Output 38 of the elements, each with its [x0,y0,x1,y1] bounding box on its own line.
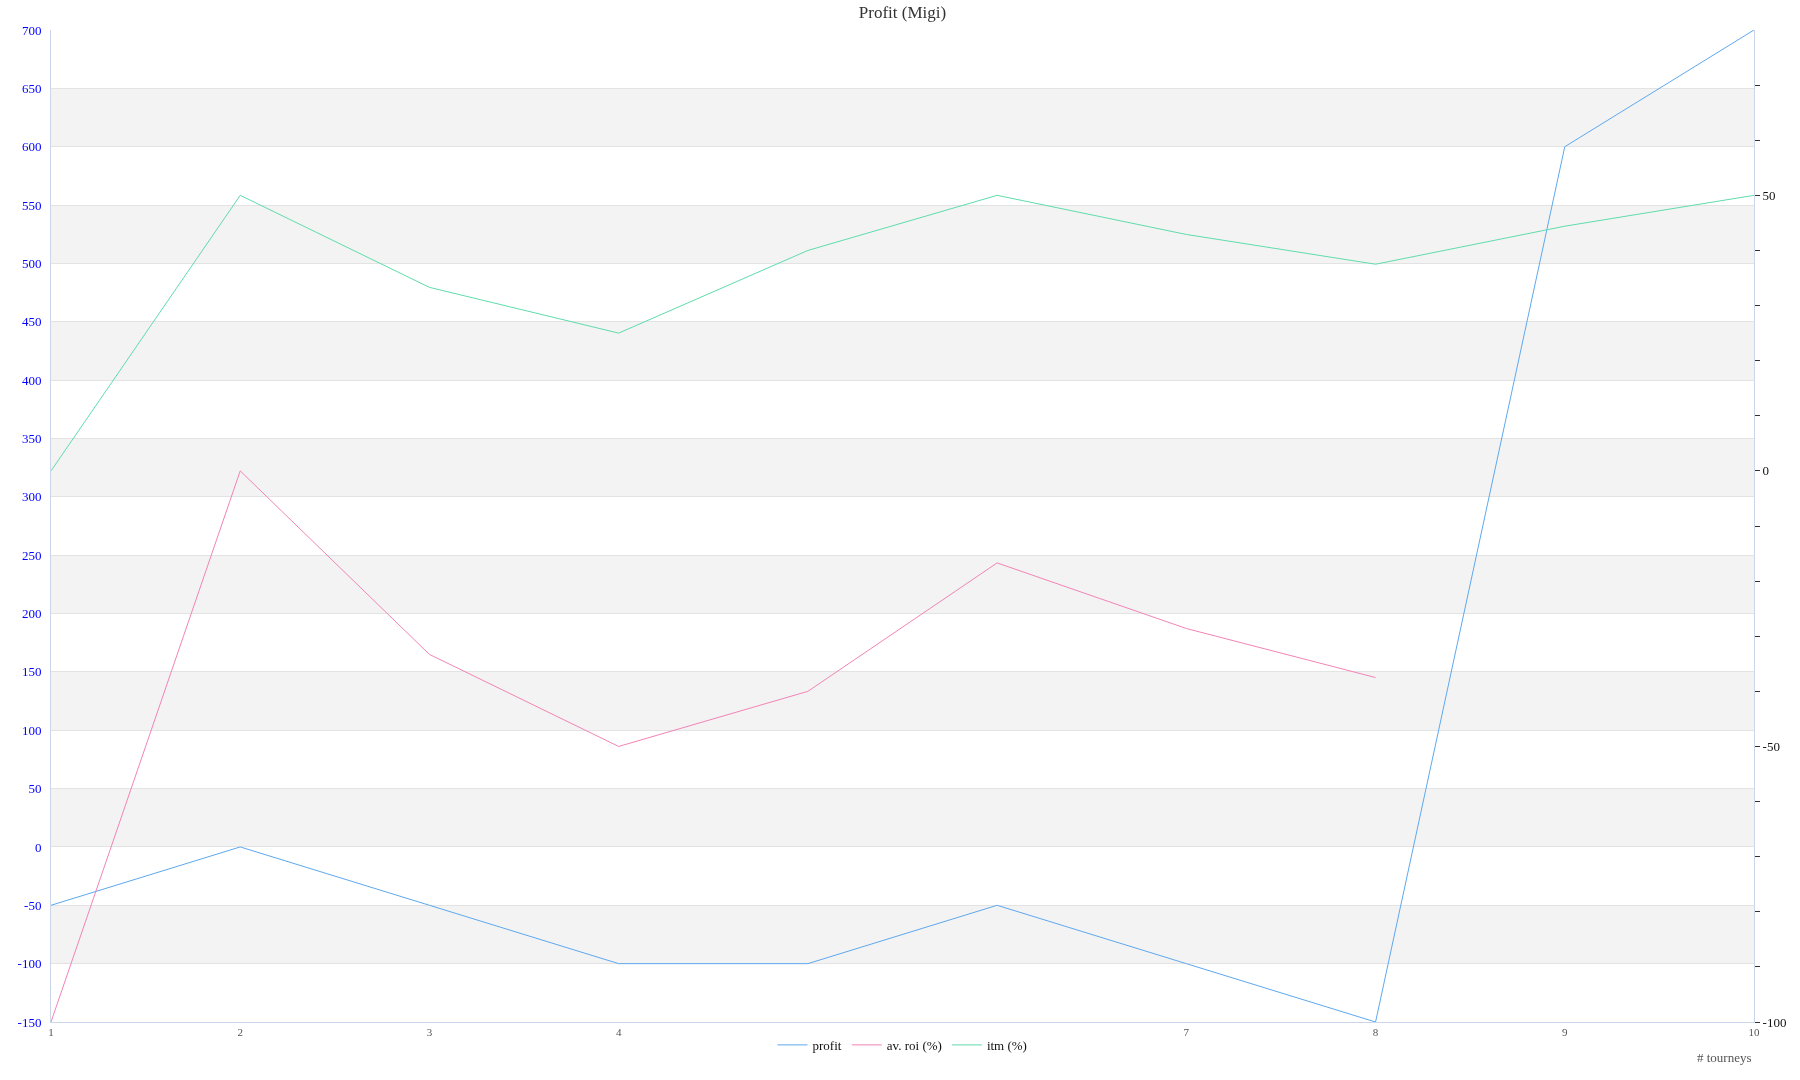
y-tick-label: 550 [21,197,42,213]
x-tick-label: 7 [1183,1026,1190,1039]
x-tick-label: 3 [426,1026,433,1039]
line-series [51,194,1754,472]
x-tick-label: 4 [615,1026,622,1039]
y-tick-label: 700 [21,22,42,38]
legend-label: profit [812,1037,842,1053]
line-series [51,470,1377,1022]
y2-tick-label: -100 [1762,1014,1787,1030]
x-tick-label: 1 [48,1026,54,1039]
x-tick-label: 10 [1748,1026,1760,1039]
y-tick-label: 450 [21,314,42,330]
x-tick-label: 8 [1372,1026,1379,1039]
chart-title: Profit (Migi) [858,2,947,22]
legend-label: itm (%) [986,1037,1027,1053]
y-tick-label: 350 [21,431,42,447]
line-series [51,30,1754,1022]
y-tick-label: 200 [21,606,42,622]
x-tick-label: 9 [1562,1026,1569,1039]
y-tick-label: 0 [34,839,42,855]
x-tick-label: 2 [237,1026,243,1039]
y-tick-label: 400 [21,372,42,388]
y2-tick-label: 50 [1762,187,1776,203]
y-tick-label: -50 [24,897,42,913]
y-tick-label: 300 [21,489,42,505]
y-tick-label: -100 [17,956,42,972]
legend-label: av. roi (%) [886,1037,942,1053]
y-tick-label: -150 [17,1014,42,1030]
y-tick-label: 150 [21,664,42,680]
y-tick-label: 600 [21,139,42,155]
y-tick-label: 500 [21,255,42,271]
x-axis-title: # tourneys [1697,1050,1752,1065]
y-tick-label: 250 [21,547,42,563]
y2-tick-label: -50 [1762,738,1780,754]
y-tick-label: 650 [21,80,42,96]
y-tick-label: 50 [28,781,42,797]
y2-tick-label: 0 [1762,463,1770,479]
y-tick-label: 100 [21,722,42,738]
